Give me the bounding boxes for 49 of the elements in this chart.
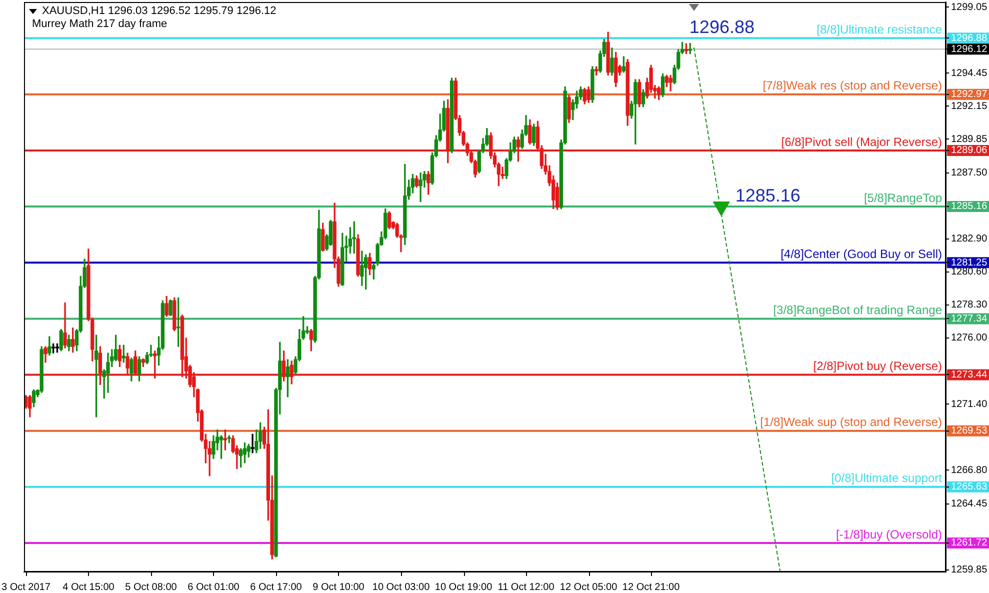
y-tick-label: 1264.45 bbox=[951, 498, 988, 510]
y-tick-label: 1269.53 bbox=[951, 426, 988, 437]
x-tick-label: 9 Oct 10:00 bbox=[312, 582, 365, 593]
ref-line-label: [8/8]Ultimate resistance bbox=[816, 22, 942, 36]
ref-line-label: [5/8]RangeTop bbox=[864, 190, 942, 205]
y-tick-label: 1278.30 bbox=[951, 300, 988, 311]
y-tick-label: 1265.63 bbox=[951, 482, 988, 493]
y-tick-label: 1281.25 bbox=[951, 257, 988, 268]
y-tick-label: 1292.97 bbox=[951, 89, 988, 100]
y-tick-label: 1261.72 bbox=[951, 538, 988, 549]
y-tick-label: 1282.90 bbox=[951, 234, 988, 245]
y-tick-label: 1266.80 bbox=[951, 464, 988, 476]
y-tick-label: 1289.85 bbox=[951, 134, 988, 145]
x-tick-label: 10 Oct 19:00 bbox=[434, 582, 493, 593]
x-tick-label: 12 Oct 21:00 bbox=[622, 582, 680, 593]
x-tick-label: 6 Oct 01:00 bbox=[188, 582, 240, 593]
ref-line-label: [0/8]Ultimate support bbox=[831, 471, 943, 486]
y-tick-label: 1292.15 bbox=[951, 100, 988, 112]
y-tick-label: 1271.40 bbox=[951, 398, 988, 410]
ref-line-label: [7/8]Weak res (stop and Reverse) bbox=[762, 78, 942, 93]
y-tick-label: 1289.06 bbox=[951, 145, 988, 156]
text: Murrey Math 217 day frame bbox=[32, 18, 168, 31]
x-tick-label: 4 Oct 15:00 bbox=[62, 582, 115, 593]
ref-line-label: [-1/8]buy (Oversold) bbox=[836, 527, 942, 542]
y-tick-label: 1296.12 bbox=[951, 44, 988, 55]
y-tick-label: 1299.05 bbox=[951, 2, 988, 13]
ref-line-label: [2/8]Pivot buy (Reverse) bbox=[813, 359, 942, 374]
x-tick-label: 6 Oct 17:00 bbox=[250, 582, 302, 593]
ref-line-label: [3/8]RangeBot of trading Range bbox=[773, 303, 942, 318]
annotation: 1296.88 bbox=[689, 16, 754, 37]
data-label: 1285.16 bbox=[735, 185, 800, 206]
y-tick-label: 1280.60 bbox=[951, 266, 988, 278]
y-tick-label: 1287.50 bbox=[951, 168, 988, 179]
x-tick-label: 5 Oct 08:00 bbox=[125, 582, 178, 593]
y-tick-label: 1285.16 bbox=[951, 201, 988, 212]
y-tick-label: 1277.34 bbox=[951, 313, 988, 324]
x-tick-label: 3 Oct 2017 bbox=[1, 582, 51, 593]
ref-line-label: [4/8]Center (Good Buy or Sell) bbox=[780, 246, 942, 261]
ref-line-label: [1/8]Weak sup (stop and Reverse) bbox=[760, 415, 942, 430]
x-tick-label: 12 Oct 05:00 bbox=[560, 582, 618, 593]
x-tick-label: 10 Oct 03:00 bbox=[372, 582, 430, 593]
x-tick-label: 11 Oct 12:00 bbox=[498, 582, 555, 593]
y-tick-label: 1296.88 bbox=[951, 32, 988, 44]
chart-title: XAUUSD,H1 1296.03 1296.52 1295.79 1296.12 bbox=[42, 5, 276, 18]
y-tick-label: 1294.45 bbox=[951, 68, 988, 79]
ref-line-label: [6/8]Pivot sell (Major Reverse) bbox=[781, 134, 942, 149]
y-tick-label: 1273.44 bbox=[951, 369, 988, 380]
y-tick-label: 1276.00 bbox=[951, 332, 988, 344]
y-tick-label: 1259.85 bbox=[951, 564, 988, 576]
